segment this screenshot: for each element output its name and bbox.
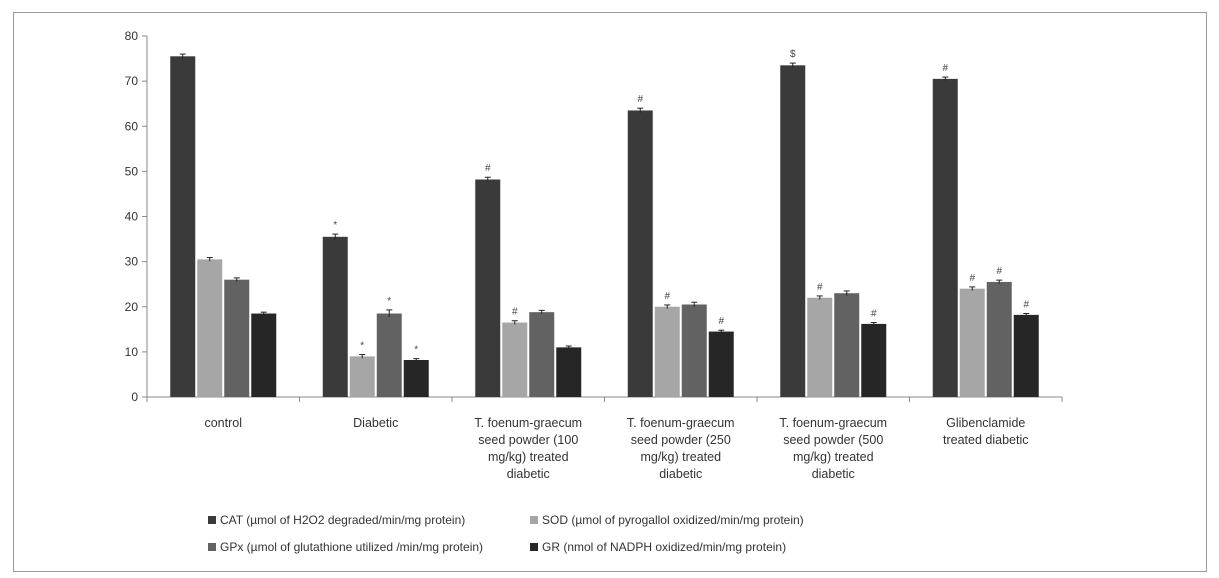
legend-entry: GPx (µmol of glutathione utilized /min/m… bbox=[220, 540, 483, 554]
bar bbox=[681, 304, 707, 397]
y-tick-label: 50 bbox=[125, 164, 139, 178]
y-tick-label: 20 bbox=[125, 300, 139, 314]
bar-chart: 0 10 20 30 40 50 60 70 80 * * * * # # # # # $ # # # # # # contr… bbox=[125, 29, 1063, 554]
significance-mark: $ bbox=[790, 49, 796, 60]
bar bbox=[251, 313, 277, 397]
significance-mark: # bbox=[485, 163, 491, 174]
bar bbox=[556, 347, 582, 397]
x-category-label: mg/kg) treated bbox=[488, 450, 569, 464]
bar bbox=[322, 236, 348, 397]
significance-mark: * bbox=[414, 345, 418, 356]
x-category-label: Glibenclamide bbox=[946, 416, 1025, 430]
bar bbox=[932, 78, 958, 398]
y-tick-label: 0 bbox=[131, 390, 138, 404]
significance-mark: * bbox=[387, 296, 391, 307]
significance-mark: # bbox=[1023, 300, 1029, 311]
y-tick-label: 60 bbox=[125, 119, 139, 133]
x-category-label: seed powder (250 bbox=[631, 433, 731, 447]
bar bbox=[959, 288, 985, 397]
significance-mark: # bbox=[996, 266, 1002, 277]
x-category-label: control bbox=[204, 416, 242, 430]
significance-mark: # bbox=[637, 94, 643, 105]
y-tick-label: 40 bbox=[125, 210, 139, 224]
bar bbox=[224, 279, 250, 397]
x-category-label: T. foenum-graecum bbox=[627, 416, 735, 430]
significance-mark: # bbox=[817, 282, 823, 293]
bar bbox=[834, 293, 860, 397]
bar bbox=[502, 322, 528, 397]
x-category-label: diabetic bbox=[659, 467, 702, 481]
significance-mark: # bbox=[718, 316, 724, 327]
bar bbox=[475, 179, 501, 397]
bar bbox=[627, 110, 653, 398]
legend-swatch bbox=[530, 543, 538, 551]
bars: * * * * # # # # # $ # # # # # # bbox=[170, 49, 1039, 398]
x-category-label: T. foenum-graecum bbox=[779, 416, 887, 430]
y-tick-label: 30 bbox=[125, 255, 139, 269]
legend-entry: GR (nmol of NADPH oxidized/min/mg protei… bbox=[542, 540, 786, 554]
category-labels: control Diabetic T. foenum-graecum seed pow… bbox=[204, 416, 1028, 481]
x-category-label: treated diabetic bbox=[943, 433, 1028, 447]
x-category-label: seed powder (100 bbox=[478, 433, 578, 447]
significance-mark: # bbox=[512, 307, 518, 318]
legend: CAT (µmol of H2O2 degraded/min/mg protei… bbox=[208, 513, 804, 554]
legend-entry: SOD (µmol of pyrogallol oxidized/min/mg … bbox=[542, 513, 804, 527]
bar bbox=[197, 259, 223, 397]
bar bbox=[986, 281, 1012, 397]
x-category-label: T. foenum-graecum bbox=[474, 416, 582, 430]
legend-swatch bbox=[208, 516, 216, 524]
significance-mark: * bbox=[360, 341, 364, 352]
significance-mark: # bbox=[664, 291, 670, 302]
significance-mark: # bbox=[871, 309, 877, 320]
y-tick-label: 10 bbox=[125, 345, 139, 359]
bar bbox=[170, 56, 196, 398]
bar bbox=[861, 323, 887, 397]
x-category-label: mg/kg) treated bbox=[793, 450, 874, 464]
bar bbox=[529, 312, 555, 397]
legend-entry: CAT (µmol of H2O2 degraded/min/mg protei… bbox=[220, 513, 465, 527]
bar bbox=[403, 359, 429, 397]
bar bbox=[349, 356, 375, 397]
chart-frame: 0 10 20 30 40 50 60 70 80 * * * * # # # # # $ # # # # # # contr… bbox=[13, 12, 1207, 572]
x-category-label: Diabetic bbox=[353, 416, 398, 430]
legend-swatch bbox=[208, 543, 216, 551]
y-axis: 0 10 20 30 40 50 60 70 80 bbox=[125, 29, 148, 404]
x-category-label: seed powder (500 bbox=[783, 433, 883, 447]
x-category-label: diabetic bbox=[507, 467, 550, 481]
significance-mark: * bbox=[333, 220, 337, 231]
bar bbox=[708, 331, 734, 397]
y-tick-label: 80 bbox=[125, 29, 139, 43]
bar bbox=[807, 297, 833, 397]
bar bbox=[780, 65, 806, 398]
bar bbox=[654, 306, 680, 397]
bar bbox=[376, 313, 402, 397]
significance-mark: # bbox=[942, 63, 948, 74]
legend-swatch bbox=[530, 516, 538, 524]
bar bbox=[1013, 314, 1039, 397]
significance-mark: # bbox=[969, 273, 975, 284]
y-tick-label: 70 bbox=[125, 74, 139, 88]
x-axis bbox=[146, 396, 1063, 402]
x-category-label: mg/kg) treated bbox=[640, 450, 721, 464]
x-category-label: diabetic bbox=[812, 467, 855, 481]
